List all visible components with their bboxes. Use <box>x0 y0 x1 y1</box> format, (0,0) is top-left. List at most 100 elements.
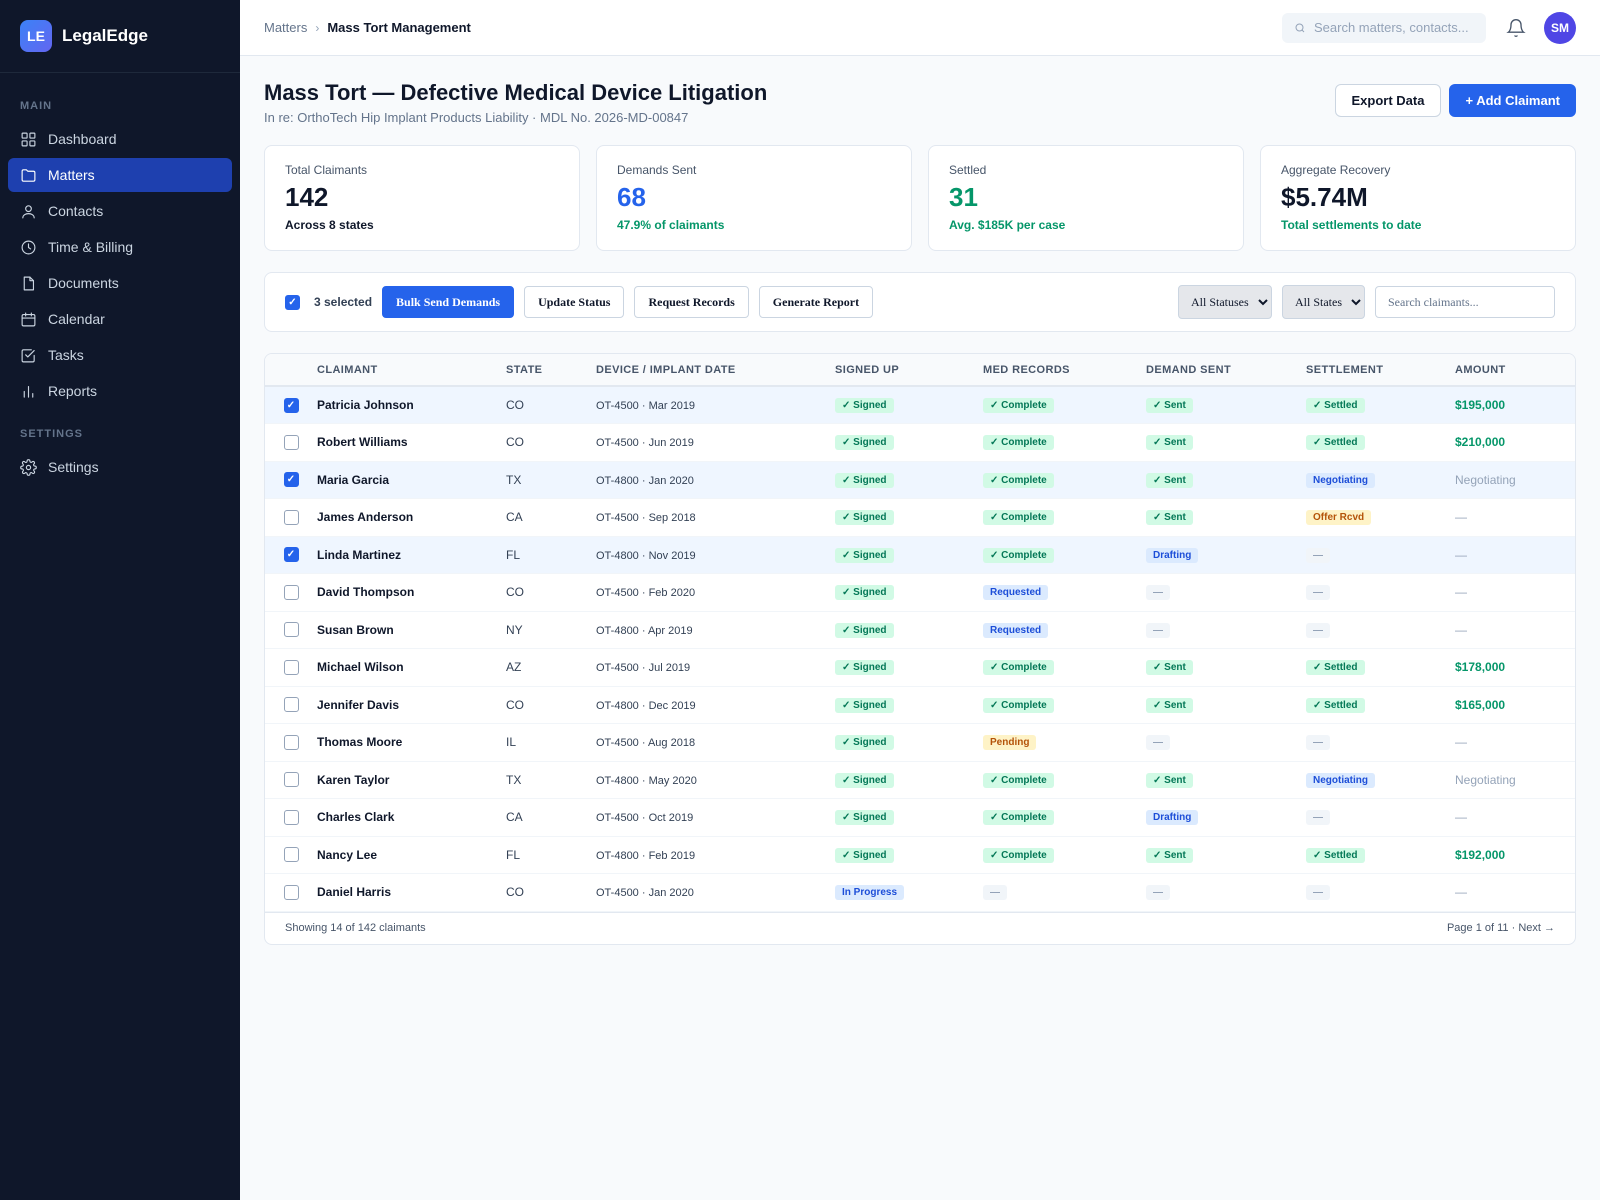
row-checkbox[interactable] <box>283 434 299 450</box>
row-checkbox[interactable]: ✓ <box>283 472 299 488</box>
row-checkbox[interactable] <box>283 697 299 713</box>
med-records-badge: ✓ Complete <box>983 660 1054 676</box>
sidebar-item-reports[interactable]: Reports <box>8 374 232 408</box>
status-filter-select[interactable]: All Statuses <box>1178 285 1272 319</box>
notifications-button[interactable] <box>1506 18 1526 38</box>
row-checkbox[interactable]: ✓ <box>283 547 299 563</box>
row-checkbox[interactable] <box>283 809 299 825</box>
row-checkbox[interactable] <box>283 584 299 600</box>
column-header[interactable]: AMOUNT <box>1455 354 1575 387</box>
row-checkbox[interactable]: ✓ <box>283 397 299 413</box>
bulk-send-demands-button[interactable]: Bulk Send Demands <box>382 286 515 318</box>
sidebar-item-contacts[interactable]: Contacts <box>8 194 232 228</box>
signed-up-badge: ✓ Signed <box>835 510 894 526</box>
row-checkbox[interactable] <box>283 622 299 638</box>
column-header[interactable]: STATE <box>506 354 596 387</box>
column-header[interactable]: CLAIMANT <box>317 354 506 387</box>
sidebar-item-documents[interactable]: Documents <box>8 266 232 300</box>
row-checkbox[interactable] <box>283 772 299 788</box>
claimant-name[interactable]: Thomas Moore <box>317 735 403 750</box>
claimant-name[interactable]: James Anderson <box>317 510 414 525</box>
claimant-search-input[interactable] <box>1375 286 1555 318</box>
claimant-name[interactable]: Maria Garcia <box>317 472 390 487</box>
stat-value: 142 <box>285 182 329 212</box>
global-search[interactable] <box>1282 12 1486 43</box>
table-row[interactable]: David Thompson CO OT-4500 · Feb 2020 ✓ Sign… <box>265 573 1575 612</box>
claimants-table: CLAIMANT STATE DEVICE / IMPLANT DATE SIG… <box>265 354 1575 912</box>
table-row[interactable]: Charles Clark CA OT-4500 · Oct 2019 ✓ Signe… <box>265 798 1575 837</box>
sidebar-item-settings[interactable]: Settings <box>8 450 232 484</box>
claimant-name[interactable]: Karen Taylor <box>317 772 390 787</box>
table-row[interactable]: Daniel Harris CO OT-4500 · Jan 2020 In Prog… <box>265 873 1575 912</box>
request-records-button[interactable]: Request Records <box>634 286 749 318</box>
claimant-name[interactable]: Jennifer Davis <box>317 697 400 712</box>
brand[interactable]: LE LegalEdge <box>0 0 240 73</box>
sidebar-item-dashboard[interactable]: Dashboard <box>8 122 232 156</box>
claimant-name[interactable]: Linda Martinez <box>317 547 402 562</box>
table-row[interactable]: ✓ Patricia Johnson CO OT-4500 · Mar 2019 ✓ S… <box>265 386 1575 424</box>
row-checkbox[interactable] <box>283 509 299 525</box>
state-filter-select[interactable]: All States <box>1282 285 1365 319</box>
table-row[interactable]: Robert Williams CO OT-4500 · Jun 2019 ✓ Sig… <box>265 423 1575 462</box>
column-header[interactable]: MED RECORDS <box>983 354 1146 387</box>
row-checkbox[interactable] <box>283 734 299 750</box>
column-header[interactable]: DEVICE / IMPLANT DATE <box>596 354 835 387</box>
med-records-badge: ✓ Complete <box>983 435 1054 451</box>
bell-icon <box>1506 18 1526 37</box>
add-claimant-button[interactable]: + Add Claimant <box>1449 84 1576 117</box>
claimant-name[interactable]: Charles Clark <box>317 810 395 825</box>
table-row[interactable]: Nancy Lee FL OT-4800 · Feb 2019 ✓ Signed ✓ C… <box>265 836 1575 874</box>
table-row[interactable]: Michael Wilson AZ OT-4500 · Jul 2019 ✓ Sign… <box>265 648 1575 687</box>
claimant-name[interactable]: David Thompson <box>317 585 415 600</box>
column-header[interactable]: SETTLEMENT <box>1306 354 1455 387</box>
table-row[interactable]: Karen Taylor TX OT-4800 · May 2020 ✓ Signed… <box>265 761 1575 799</box>
med-records-badge: ✓ Complete <box>983 510 1054 526</box>
generate-report-button[interactable]: Generate Report <box>758 286 874 318</box>
table-row[interactable]: Thomas Moore IL OT-4500 · Aug 2018 ✓ Signed… <box>265 723 1575 762</box>
claimant-name[interactable]: Michael Wilson <box>317 660 404 675</box>
export-data-button[interactable]: Export Data <box>1334 84 1442 117</box>
claimant-name[interactable]: Nancy Lee <box>317 847 378 862</box>
settlement-badge: — <box>1306 585 1330 601</box>
pagination[interactable]: Page 1 of 11 · Next → <box>1446 922 1555 934</box>
column-header[interactable]: SIGNED UP <box>835 354 983 387</box>
claimant-state: FL <box>506 547 521 562</box>
stats-row: Total Claimants 142 Across 8 states Dema… <box>264 145 1576 251</box>
settlement-badge: Negotiating <box>1306 772 1375 788</box>
table-row[interactable]: Jennifer Davis CO OT-4800 · Dec 2019 ✓ Sign… <box>265 686 1575 724</box>
claimant-state: CO <box>506 585 524 600</box>
avatar[interactable]: SM <box>1544 11 1576 44</box>
sidebar-item-calendar[interactable]: Calendar <box>8 302 232 336</box>
settlement-amount: — <box>1455 622 1467 637</box>
global-search-input[interactable] <box>1314 20 1474 35</box>
claimant-name[interactable]: Robert Williams <box>317 435 408 450</box>
page-subtitle: In re: OrthoTech Hip Implant Products Li… <box>264 110 689 125</box>
table-row[interactable]: ✓ Linda Martinez FL OT-4800 · Nov 2019 ✓ Sig… <box>265 536 1575 574</box>
table-row[interactable]: Susan Brown NY OT-4800 · Apr 2019 ✓ Signed R… <box>265 611 1575 649</box>
claimant-name[interactable]: Daniel Harris <box>317 885 392 900</box>
stat-label: Settled <box>949 163 987 177</box>
med-records-badge: ✓ Complete <box>983 547 1054 563</box>
table-row[interactable]: ✓ Maria Garcia TX OT-4800 · Jan 2020 ✓ Signe… <box>265 461 1575 499</box>
sidebar-item-time-billing[interactable]: Time & Billing <box>8 230 232 264</box>
breadcrumb-matters[interactable]: Matters <box>264 20 308 35</box>
table-row[interactable]: James Anderson CA OT-4500 · Sep 2018 ✓ Sign… <box>265 498 1575 537</box>
demand-sent-badge: ✓ Sent <box>1146 435 1193 451</box>
sidebar-item-tasks[interactable]: Tasks <box>8 338 232 372</box>
sidebar-item-matters[interactable]: Matters <box>8 158 232 192</box>
row-checkbox[interactable] <box>283 884 299 900</box>
update-status-button[interactable]: Update Status <box>524 286 625 318</box>
claimant-name[interactable]: Susan Brown <box>317 622 394 637</box>
claimant-name[interactable]: Patricia Johnson <box>317 398 414 412</box>
column-header[interactable]: DEMAND SENT <box>1146 354 1306 387</box>
gear-icon <box>20 458 37 476</box>
select-all-checkbox[interactable]: ✓ <box>285 294 300 310</box>
demand-sent-badge: ✓ Sent <box>1146 847 1193 863</box>
med-records-badge: — <box>983 885 1007 901</box>
search-icon <box>1295 23 1305 32</box>
claimant-state: CA <box>506 810 523 825</box>
row-checkbox[interactable] <box>283 659 299 675</box>
med-records-badge: ✓ Complete <box>983 810 1054 826</box>
row-checkbox[interactable] <box>283 847 299 863</box>
med-records-badge: Requested <box>983 622 1049 638</box>
